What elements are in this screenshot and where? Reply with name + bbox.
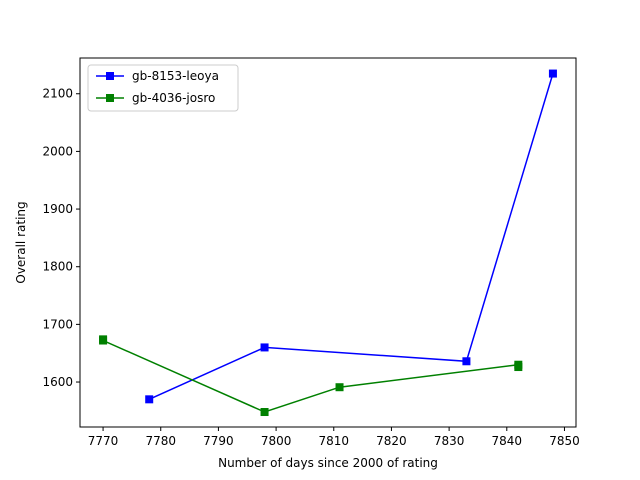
x-tick-label-5: 7820 [376, 434, 407, 448]
x-tick-label-7: 7840 [492, 434, 523, 448]
legend-marker-0 [106, 72, 114, 80]
y-tick-label-5: 2100 [42, 87, 73, 101]
x-tick-label-2: 7790 [203, 434, 234, 448]
x-axis-label: Number of days since 2000 of rating [218, 456, 438, 470]
y-axis-label: Overall rating [14, 201, 28, 283]
x-tick-label-3: 7800 [261, 434, 292, 448]
x-axis: 7770 7780 7790 7800 7810 7820 7830 7840 7850 [88, 427, 580, 448]
y-tick-label-4: 2000 [42, 144, 73, 158]
legend-label-0: gb-8153-leoya [132, 69, 219, 83]
legend-label-1: gb-4036-josro [132, 91, 215, 105]
data-point-0-3 [548, 69, 557, 78]
x-tick-label-8: 7850 [549, 434, 580, 448]
legend-box [87, 64, 239, 112]
y-tick-label-3: 1900 [42, 202, 73, 216]
data-point-0-1 [260, 343, 269, 352]
y-tick-label-0: 1600 [42, 375, 73, 389]
legend-marker-1 [106, 94, 114, 102]
data-point-0-2 [462, 357, 471, 366]
plot-frame [79, 57, 577, 428]
y-tick-label-1: 1700 [42, 317, 73, 331]
y-tick-label-2: 1800 [42, 260, 73, 274]
data-point-1-3 [335, 383, 344, 392]
data-point-1-1 [99, 336, 108, 345]
data-point-1-2 [260, 408, 269, 417]
plot-area [99, 69, 557, 417]
data-point-0-0 [145, 395, 154, 404]
y-axis: 1600 1700 1800 1900 2000 2100 [42, 87, 80, 389]
data-point-1-5 [514, 363, 523, 372]
x-tick-label-4: 7810 [318, 434, 349, 448]
x-tick-label-6: 7830 [434, 434, 465, 448]
legend: gb-8153-leoya gb-4036-josro [87, 64, 239, 112]
x-tick-label-0: 7770 [88, 434, 119, 448]
x-tick-label-1: 7780 [145, 434, 176, 448]
series-line-0 [148, 73, 554, 400]
